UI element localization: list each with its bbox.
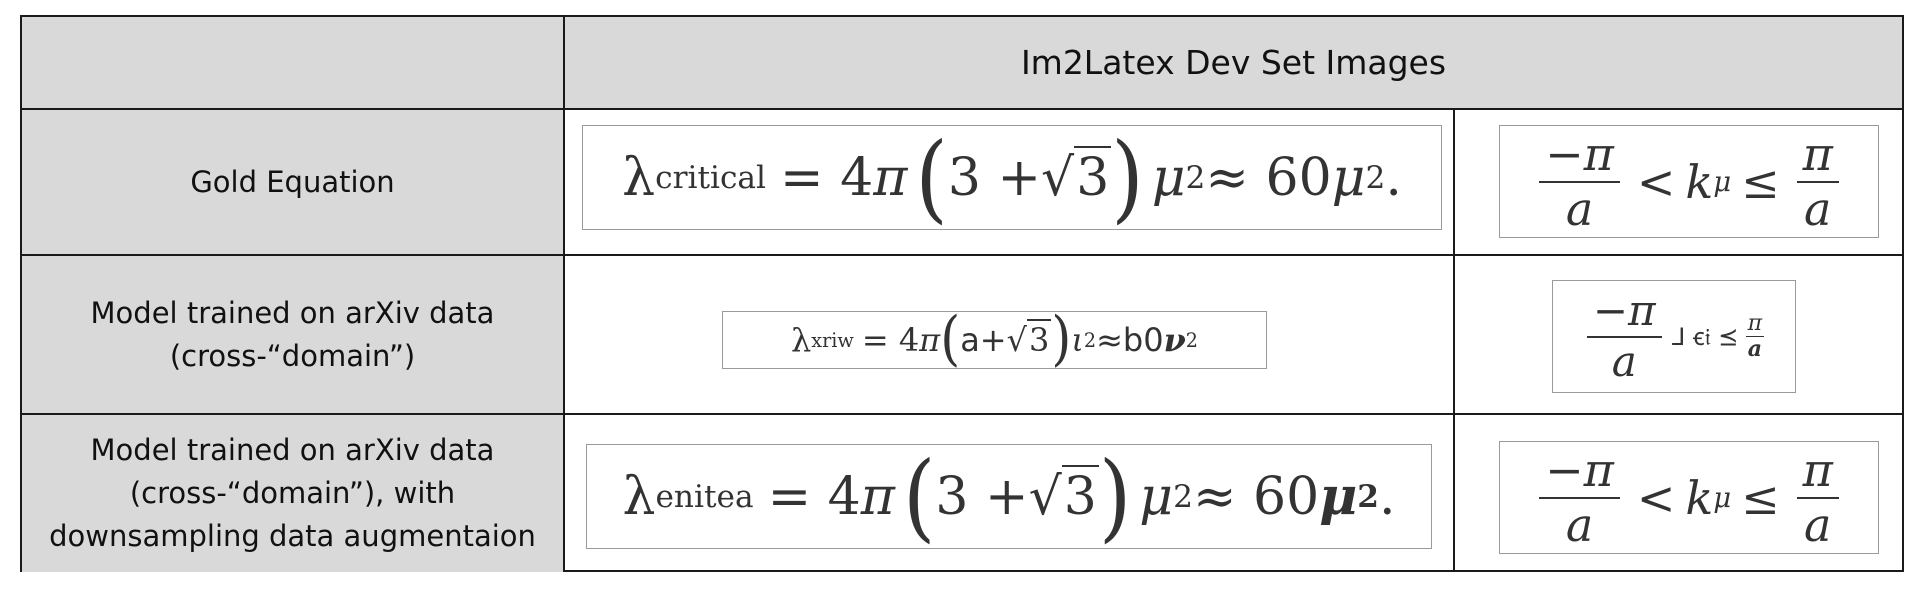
header-bg: [563, 17, 1902, 108]
eq-fraction: −π a: [1539, 443, 1620, 552]
eq-numerator: π: [1796, 127, 1839, 183]
row-label-line: Model trained on arXiv data: [90, 295, 495, 330]
eq-token: 3: [1061, 464, 1099, 527]
eq-denominator: a: [1747, 336, 1763, 362]
eq-denominator: a: [1804, 181, 1832, 236]
row-label-line: downsampling data augmentaion: [49, 519, 536, 553]
eq-token: ⅃ ꞓ𝔦 ⪯: [1671, 323, 1739, 351]
row-label-line: (cross-“domain”): [169, 338, 416, 373]
eq-denominator: a: [1804, 497, 1832, 552]
eq-denominator: a: [1611, 336, 1637, 386]
eq-paren: (: [902, 444, 936, 549]
eq-paren: (: [915, 125, 948, 230]
row-label-arxiv: Model trained on arXiv data (cross-“doma…: [22, 256, 563, 413]
eq-denominator: a: [1565, 497, 1594, 552]
eq-token: √: [1006, 321, 1027, 359]
eq-token: 3: [1027, 319, 1052, 359]
eq-token: <: [1636, 470, 1676, 525]
eq-token: ≈ 60: [1205, 147, 1332, 208]
eq-token: μ: [1331, 147, 1366, 208]
eq-token: .: [1385, 147, 1402, 208]
eq-superscript: 2: [1173, 478, 1193, 515]
row-divider: [22, 413, 1902, 415]
eq-superscript: 2: [1185, 159, 1206, 196]
results-table: Im2Latex Dev Set Images Gold Equation Mo…: [20, 15, 1904, 572]
eq-token: π: [919, 321, 941, 359]
eq-sqrt: √3: [1006, 319, 1052, 359]
eq-numerator: −π: [1539, 127, 1620, 183]
row-divider: [22, 108, 1902, 110]
eq-token: k: [1685, 154, 1714, 209]
eq-fraction: −π a: [1586, 286, 1662, 386]
eq-token: ≈ 60: [1192, 466, 1320, 527]
eq-paren: ): [1111, 125, 1144, 230]
header-title: Im2Latex Dev Set Images: [1020, 43, 1447, 82]
row-label-line: Model trained on arXiv data: [90, 433, 495, 467]
eq-token: 3: [1074, 145, 1112, 208]
eq-token: ≈b0: [1096, 321, 1164, 359]
column-divider: [1453, 108, 1455, 572]
row-divider: [22, 254, 1902, 256]
row-label-line: Gold Equation: [190, 164, 395, 199]
eq-sqrt: √3: [1028, 464, 1099, 527]
eq-token: √: [1041, 147, 1075, 208]
eq-subscript: enitea: [655, 478, 754, 515]
eq-token: k: [1685, 470, 1714, 525]
eq-token: ≤: [1741, 154, 1780, 209]
eq-token: = 4: [861, 321, 920, 359]
eq-numerator: π: [1796, 443, 1839, 499]
eq-token: a+: [960, 321, 1007, 359]
eq-token: π: [873, 147, 908, 208]
eq-token: λ: [622, 147, 656, 208]
eq-sqrt: √3: [1041, 145, 1112, 208]
eq-token: 3 +: [935, 466, 1029, 527]
row-label-line: (cross-“domain”), with: [129, 476, 456, 510]
eq-numerator: π: [1745, 310, 1765, 337]
eq-token: μ: [1319, 466, 1358, 527]
eq-token: = 4: [767, 466, 861, 527]
eq-superscript: 2: [1185, 328, 1199, 352]
eq-superscript: 2: [1365, 159, 1386, 196]
eq-token: <: [1636, 154, 1676, 209]
eq-subscript: xriw: [811, 328, 854, 352]
eq-token: π: [860, 466, 895, 527]
row-label-arxiv-augmented: Model trained on arXiv data (cross-“doma…: [22, 415, 563, 572]
eq-subscript: μ: [1713, 165, 1732, 198]
eq-token: μ: [1139, 466, 1174, 527]
eq-token: 3 +: [947, 147, 1042, 208]
eq-token: = 4: [780, 147, 874, 208]
eq-token: μ: [1151, 147, 1186, 208]
eq-paren: (: [940, 311, 961, 369]
column-divider: [563, 17, 565, 572]
eq-token: ι: [1071, 321, 1084, 359]
eq-token: .: [1378, 466, 1396, 527]
eq-superscript: 2: [1357, 478, 1379, 515]
eq-token: λ: [622, 466, 656, 527]
eq-denominator: a: [1565, 181, 1594, 236]
eq-token: ν: [1163, 321, 1186, 359]
eq-paren: ): [1051, 311, 1072, 369]
eq-paren: ): [1098, 444, 1132, 549]
eq-subscript: μ: [1713, 481, 1732, 514]
eq-fraction: −π a: [1539, 127, 1620, 236]
eq-token: √: [1028, 466, 1062, 527]
eq-superscript: 2: [1083, 328, 1097, 352]
eq-token: ≤: [1741, 470, 1780, 525]
row-label-gold: Gold Equation: [22, 110, 563, 254]
eq-subscript: critical: [655, 159, 767, 196]
eq-numerator: −π: [1539, 443, 1620, 499]
eq-token: λ: [790, 321, 812, 359]
eq-numerator: −π: [1586, 286, 1662, 338]
